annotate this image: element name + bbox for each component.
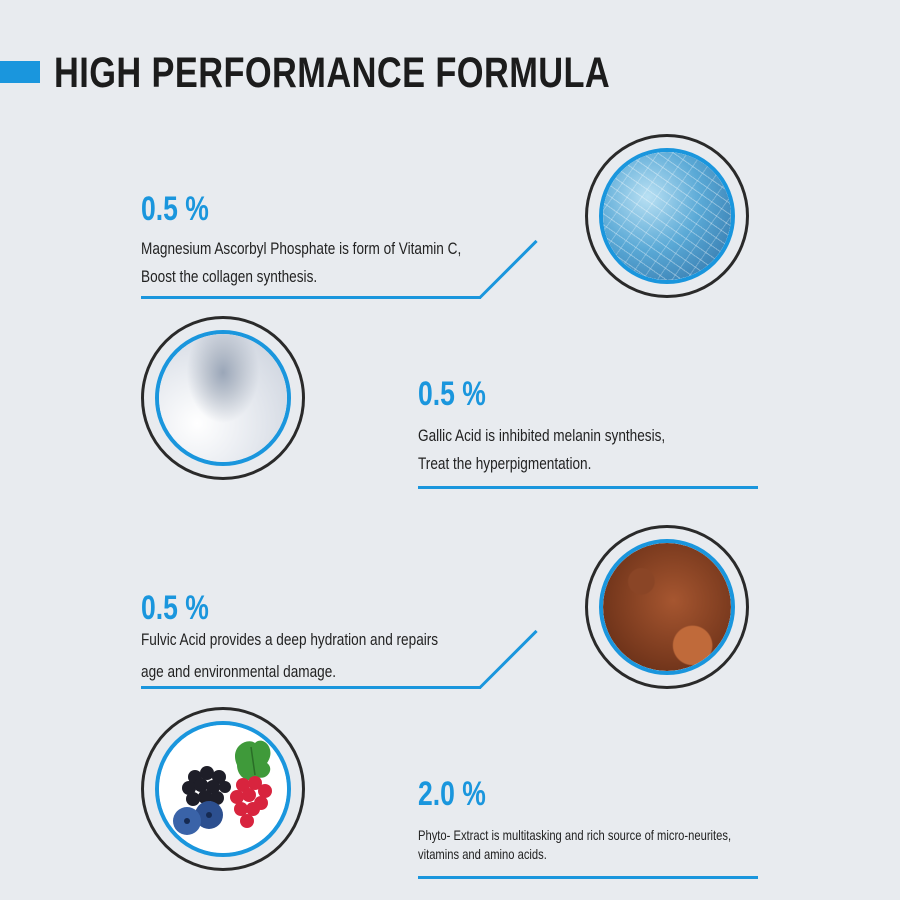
ingredient-3-connector [478, 629, 538, 689]
ingredient-1-description: Magnesium Ascorbyl Phosphate is form of … [141, 235, 461, 291]
ingredient-2-percent: 0.5 % [418, 375, 486, 413]
ice-crystals-image [603, 152, 731, 280]
ingredient-2-line-2: Treat the hyperpigmentation. [418, 454, 592, 473]
ingredient-1-percent: 0.5 % [141, 190, 209, 228]
white-powder-image [159, 334, 287, 462]
ingredient-3-underline [141, 686, 481, 689]
ingredient-4-line-1: Phyto- Extract is multitasking and rich … [418, 827, 732, 843]
ingredient-3-image-frame [585, 525, 749, 689]
ingredient-3-description: Fulvic Acid provides a deep hydration an… [141, 626, 438, 686]
ingredient-2-image-frame [141, 316, 305, 480]
ingredient-1-connector [478, 239, 538, 299]
brown-powder-image [603, 543, 731, 671]
ingredient-3-line-2: age and environmental damage. [141, 662, 337, 681]
ingredient-4-description: Phyto- Extract is multitasking and rich … [418, 826, 731, 864]
ingredient-1-line-1: Magnesium Ascorbyl Phosphate is form of … [141, 239, 462, 258]
ingredient-2-underline [418, 486, 758, 489]
ingredient-4-underline [418, 876, 758, 879]
ingredient-4-percent: 2.0 % [418, 775, 486, 813]
ingredient-1-image-frame [585, 134, 749, 298]
ingredient-2-description: Gallic Acid is inhibited melanin synthes… [418, 422, 665, 478]
page-title: HIGH PERFORMANCE FORMULA [54, 49, 611, 97]
ingredient-4-line-2: vitamins and amino acids. [418, 846, 547, 862]
header-accent-bar [0, 61, 40, 83]
ingredient-1-line-2: Boost the collagen synthesis. [141, 267, 318, 286]
ingredient-2-line-1: Gallic Acid is inhibited melanin synthes… [418, 426, 666, 445]
berries-image [159, 725, 287, 853]
ingredient-4-image-frame [141, 707, 305, 871]
ingredient-1-underline [141, 296, 481, 299]
ingredient-3-line-1: Fulvic Acid provides a deep hydration an… [141, 630, 439, 649]
ingredient-3-percent: 0.5 % [141, 589, 209, 627]
